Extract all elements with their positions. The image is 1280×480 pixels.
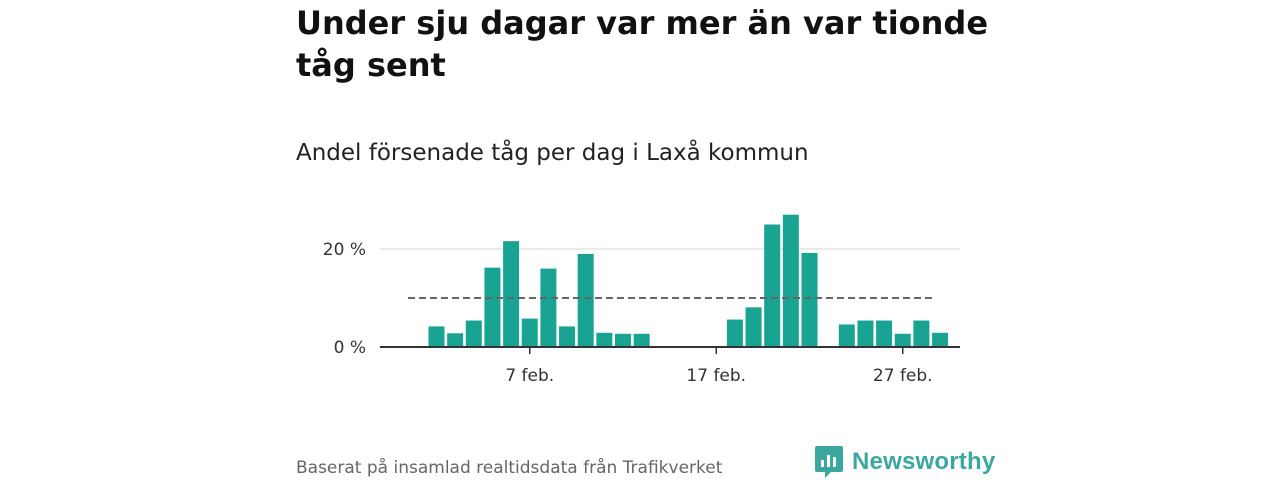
bar [633,333,650,347]
chart-title: Under sju dagar var mer än var tionde tå… [296,4,989,84]
bar [782,214,799,347]
bar [540,268,557,347]
bar [447,333,464,347]
bar [503,241,520,347]
x-tick-label: 7 feb. [505,366,554,386]
y-tick-label: 20 % [323,240,366,260]
bar [484,267,501,347]
bar [913,320,930,347]
bar [521,318,538,347]
x-tick-label: 27 feb. [873,366,933,386]
bar [726,319,743,347]
bar-chart: 0 % 20 % 7 feb. 17 feb. 27 feb. [323,214,960,386]
bar [838,324,855,347]
bar [764,224,781,347]
newsworthy-logo-icon [815,446,843,478]
bar [596,332,613,347]
bar [559,326,576,347]
bar [876,320,893,347]
bar [465,320,482,347]
bar [894,333,911,347]
bar [857,320,874,347]
bar [615,333,631,347]
bar [745,307,762,347]
bar [428,326,445,347]
x-tick-label: 17 feb. [686,366,746,386]
bar [801,252,818,347]
source-note: Baserat på insamlad realtidsdata från Tr… [296,458,723,478]
bar [932,332,949,347]
chart-subtitle: Andel försenade tåg per dag i Laxå kommu… [296,140,809,166]
y-tick-label: 0 % [334,338,366,358]
brand-logo-link[interactable]: Newsworthy [815,446,995,478]
bar [577,253,594,347]
brand-name: Newsworthy [852,448,996,475]
